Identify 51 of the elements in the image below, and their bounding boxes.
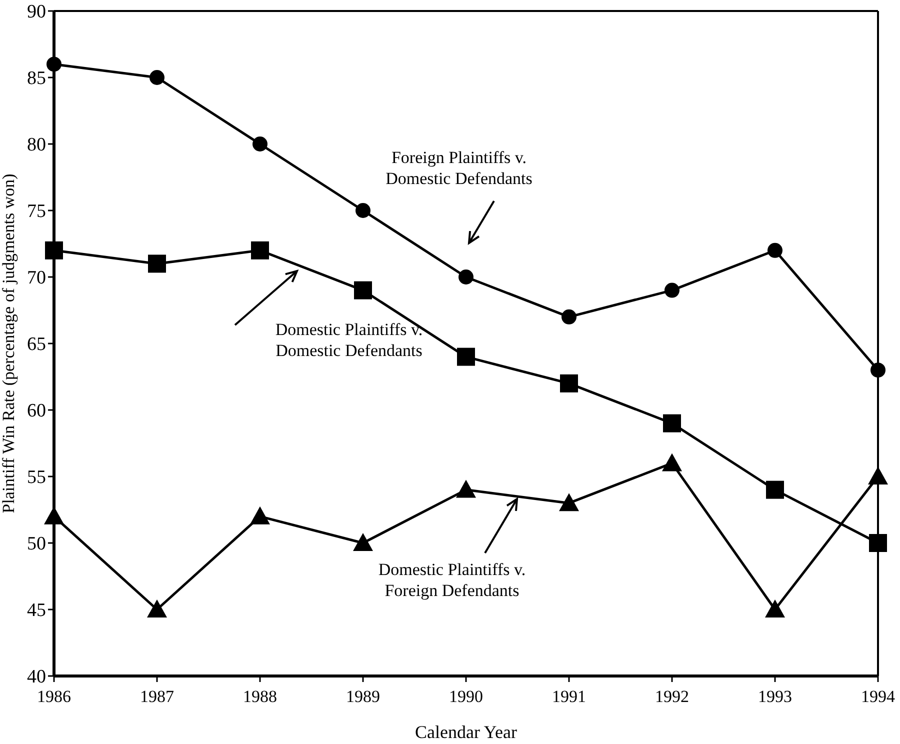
y-tick-label: 70 xyxy=(27,268,46,289)
y-axis-title: Plaintiff Win Rate (percentage of judgments won) xyxy=(0,174,18,514)
y-tick-label: 45 xyxy=(27,600,46,622)
y-tick-label: 90 xyxy=(27,2,46,23)
series-label: Foreign Plaintiffs v. Domestic Defendants xyxy=(386,148,532,188)
point xyxy=(868,466,888,484)
point xyxy=(458,270,474,284)
x-tick-label: 1986 xyxy=(37,687,71,706)
point xyxy=(765,600,785,618)
point xyxy=(150,70,164,85)
series-label: Domestic Plaintiffs v. Foreign Defendants xyxy=(378,560,526,600)
point xyxy=(562,309,576,324)
y-tick-label: 50 xyxy=(27,534,46,555)
point xyxy=(768,242,782,258)
point xyxy=(251,241,269,260)
y-tick-label: 75 xyxy=(27,201,46,222)
point xyxy=(456,480,476,498)
point xyxy=(560,374,578,392)
x-tick-label: 1992 xyxy=(655,687,689,706)
y-tick-label: 85 xyxy=(27,68,46,90)
point xyxy=(148,254,166,273)
point xyxy=(869,534,887,552)
point xyxy=(147,600,167,618)
point xyxy=(45,241,63,260)
x-tick-label: 1988 xyxy=(243,687,277,706)
point xyxy=(559,493,579,512)
x-axis-title: Calendar Year xyxy=(415,722,517,742)
point xyxy=(356,203,370,218)
point xyxy=(870,362,886,378)
point xyxy=(46,56,62,72)
series-label: Domestic Plaintiffs v. Domestic Defendants xyxy=(275,320,423,360)
y-tick-label: 40 xyxy=(27,666,46,688)
x-tick-label: 1990 xyxy=(449,687,483,706)
y-tick-label: 65 xyxy=(27,334,46,356)
point xyxy=(457,348,475,366)
point xyxy=(354,281,372,300)
x-tick-label: 1989 xyxy=(346,687,380,706)
point xyxy=(662,453,682,472)
point xyxy=(663,414,681,432)
y-tick-label: 60 xyxy=(27,400,46,422)
point xyxy=(252,136,268,152)
x-tick-label: 1994 xyxy=(861,687,896,706)
y-tick-label: 55 xyxy=(27,467,46,488)
y-tick-label: 80 xyxy=(27,134,46,156)
x-tick-label: 1991 xyxy=(552,687,586,706)
point xyxy=(664,282,680,298)
point xyxy=(353,533,373,551)
point xyxy=(250,506,270,524)
x-tick-label: 1993 xyxy=(758,687,792,706)
x-tick-label: 1987 xyxy=(140,687,174,706)
point xyxy=(766,480,784,499)
